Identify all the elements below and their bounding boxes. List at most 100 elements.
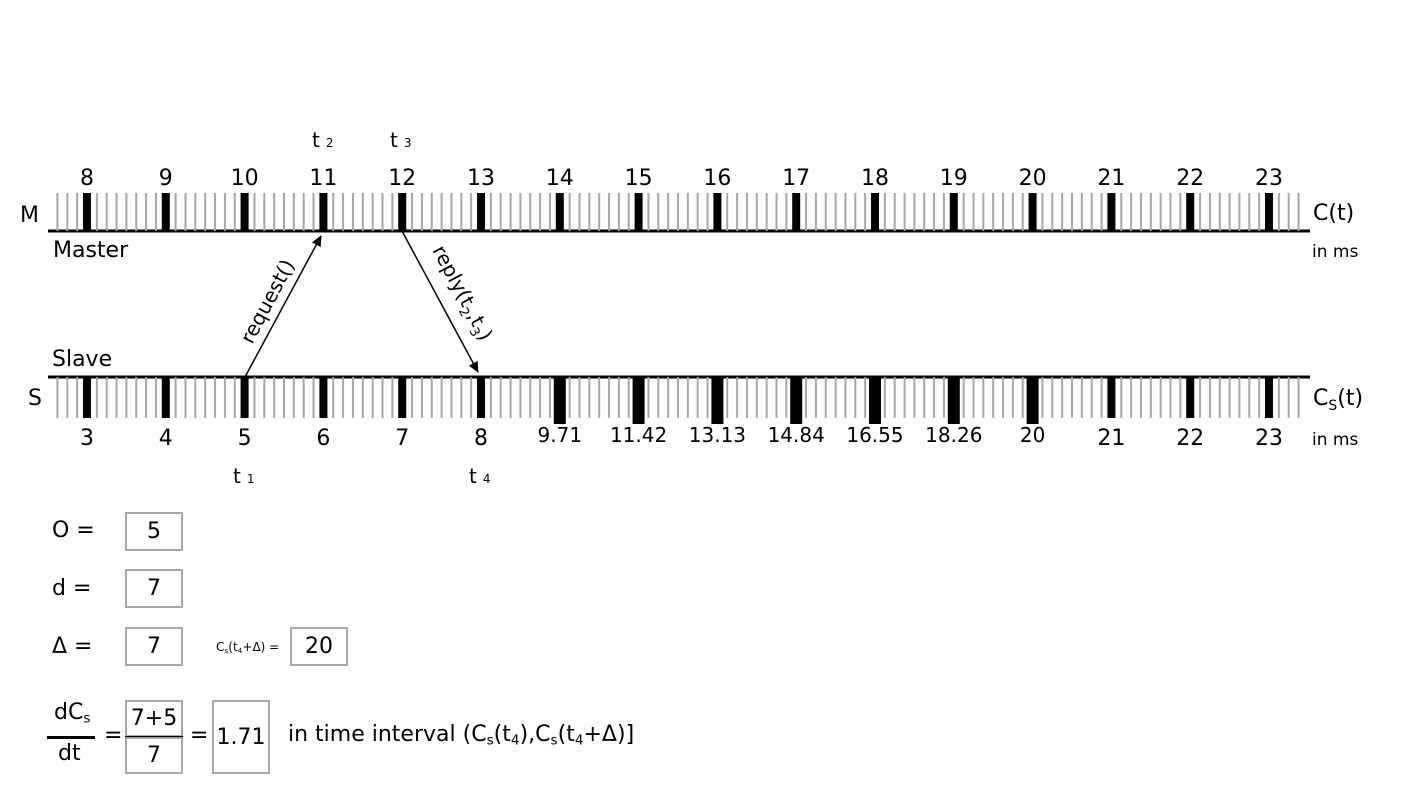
offset-value-box: 5 (125, 512, 183, 551)
rate-fraction-bar (47, 736, 95, 739)
master-major-tick (240, 193, 249, 231)
slave-major-tick (398, 377, 407, 418)
reply-arrow (401, 230, 479, 373)
master-tick-label: 22 (1176, 166, 1204, 191)
master-tick-label: 21 (1097, 166, 1125, 191)
delay-value-box: 7 (125, 569, 183, 608)
master-tick-label: 11 (309, 166, 337, 191)
fraction-denominator-box: 7 (125, 737, 183, 774)
master-major-tick (634, 193, 643, 231)
request-arrow (244, 235, 322, 378)
master-tick-label: 13 (467, 166, 495, 191)
slave-tick-label: 14.84 (768, 423, 825, 447)
slave-tick-label: 13.13 (689, 423, 746, 447)
cs-t4-delta-label: Cs(t4+Δ) = (216, 640, 280, 655)
master-major-tick (1107, 193, 1116, 231)
master-major-tick (1265, 193, 1273, 231)
master-major-tick (949, 193, 958, 231)
slave-major-tick (477, 377, 485, 418)
master-major-tick (161, 193, 170, 231)
master-major-tick (1186, 193, 1195, 231)
slave-tick-label: 8 (474, 426, 488, 451)
slave-tick-label: 16.55 (846, 423, 903, 447)
master-tick-label: 18 (861, 166, 889, 191)
slave-tick-label: 5 (238, 426, 252, 451)
master-tick-label: 9 (159, 166, 173, 191)
slave-row-letter: S (28, 386, 42, 411)
master-major-tick (398, 193, 407, 231)
master-tick-label: 17 (782, 166, 810, 191)
slave-name: Slave (52, 347, 112, 372)
master-ticks (56, 193, 1300, 231)
master-name: Master (53, 238, 129, 263)
master-major-tick (792, 193, 801, 231)
master-major-tick (477, 193, 485, 231)
master-major-tick (83, 193, 91, 231)
master-major-tick (319, 193, 328, 231)
master-major-tick (1028, 193, 1037, 231)
delta-value-box: 7 (125, 627, 183, 666)
master-tick-label: 20 (1019, 166, 1047, 191)
master-major-labels: 8 9 10 11 12 13 14 15 16 17 18 19 20 21 22 23 (80, 166, 1283, 191)
slave-major-tick (869, 377, 881, 424)
master-tick-label: 10 (231, 166, 259, 191)
master-major-tick (871, 193, 879, 231)
slave-major-tick (83, 377, 91, 418)
rate-numerator: dCs (54, 700, 91, 727)
request-label: request() (235, 255, 299, 347)
slave-major-tick (790, 377, 803, 424)
slave-major-tick (553, 377, 566, 424)
slave-major-tick (161, 377, 170, 418)
master-tick-label: 14 (546, 166, 574, 191)
cs-t4-delta-value-box: 20 (290, 627, 348, 666)
master-clock-label: C(t) (1313, 201, 1354, 226)
slave-tick-label: 20 (1020, 423, 1045, 447)
offset-label: O = (52, 518, 95, 543)
master-unit: in ms (1312, 242, 1358, 262)
delta-label: Δ = (52, 634, 93, 659)
slave-major-tick (632, 377, 645, 424)
slave-tick-label: 18.26 (925, 423, 982, 447)
slave-tick-label: 6 (316, 426, 330, 451)
slave-tick-label: 22 (1176, 426, 1204, 451)
slave-major-tick (240, 377, 249, 418)
master-major-tick (713, 193, 722, 231)
equals-sign-2: = (190, 723, 209, 748)
master-major-tick (555, 193, 564, 231)
fraction-numerator-box: 7+5 (125, 700, 183, 737)
slave-major-labels: 3 4 5 6 7 8 9.71 11.42 13.13 14.84 16.55 18.26 20 21 2… (80, 423, 1283, 451)
slave-major-tick (1186, 377, 1195, 418)
master-tick-label: 19 (940, 166, 968, 191)
interval-text: in time interval (Cs(t4),Cs(t4+Δ)] (288, 722, 635, 749)
equals-sign-1: = (104, 723, 123, 748)
slave-major-tick (711, 377, 724, 424)
master-tick-label: 12 (388, 166, 416, 191)
master-row-letter: M (20, 203, 39, 228)
slave-tick-label: 21 (1097, 426, 1125, 451)
slave-tick-label: 7 (395, 426, 409, 451)
slave-tick-label: 11.42 (610, 423, 667, 447)
slave-tick-label: 4 (159, 426, 173, 451)
delay-label: d = (52, 576, 92, 601)
master-tick-label: 16 (703, 166, 731, 191)
slave-ticks (56, 377, 1300, 424)
rate-value-box: 1.71 (212, 700, 270, 774)
slave-major-tick (947, 377, 960, 424)
slave-unit: in ms (1312, 430, 1358, 450)
slave-tick-label: 9.71 (538, 423, 583, 447)
slave-major-tick (319, 377, 328, 418)
master-tick-label: 8 (80, 166, 94, 191)
slave-tick-label: 23 (1255, 426, 1283, 451)
slave-clock-label: CS(t) (1313, 386, 1363, 414)
rate-denominator: dt (58, 741, 81, 766)
slave-major-tick (1026, 377, 1039, 424)
slave-major-tick (1265, 377, 1273, 418)
master-tick-label: 15 (625, 166, 653, 191)
slave-tick-label: 3 (80, 426, 94, 451)
slave-major-tick (1107, 377, 1116, 418)
